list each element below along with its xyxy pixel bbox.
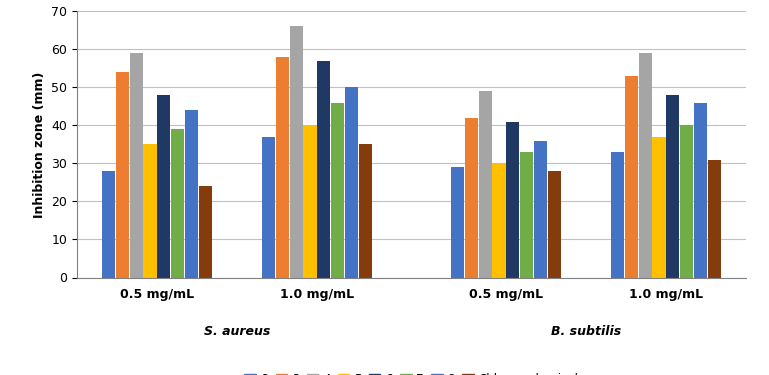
Bar bbox=[130, 53, 143, 278]
Bar bbox=[548, 171, 561, 278]
Bar bbox=[666, 95, 679, 278]
Bar bbox=[694, 102, 707, 278]
Bar bbox=[492, 164, 505, 278]
Bar bbox=[157, 95, 171, 278]
Bar bbox=[680, 125, 693, 278]
Bar bbox=[102, 171, 115, 278]
Bar bbox=[478, 91, 491, 278]
Text: B. subtilis: B. subtilis bbox=[551, 326, 621, 338]
Bar bbox=[262, 137, 275, 278]
Bar bbox=[171, 129, 184, 278]
Bar bbox=[304, 125, 317, 278]
Bar bbox=[276, 57, 289, 278]
Bar bbox=[198, 186, 211, 278]
Bar bbox=[506, 122, 519, 278]
Bar bbox=[611, 152, 624, 278]
Bar bbox=[652, 137, 666, 278]
Bar bbox=[520, 152, 533, 278]
Legend: 2, 3, 4, 5, 6, 7, 8, Chloramphenicol: 2, 3, 4, 5, 6, 7, 8, Chloramphenicol bbox=[240, 369, 583, 375]
Bar bbox=[345, 87, 358, 278]
Bar bbox=[318, 61, 331, 278]
Bar bbox=[144, 144, 157, 278]
Text: S. aureus: S. aureus bbox=[204, 326, 270, 338]
Bar bbox=[358, 144, 371, 278]
Bar bbox=[331, 102, 345, 278]
Bar bbox=[465, 118, 478, 278]
Bar bbox=[290, 27, 303, 278]
Bar bbox=[707, 160, 721, 278]
Bar bbox=[185, 110, 198, 278]
Y-axis label: Inhibition zone (mm): Inhibition zone (mm) bbox=[32, 71, 45, 217]
Bar bbox=[534, 141, 547, 278]
Bar bbox=[625, 76, 638, 278]
Bar bbox=[116, 72, 129, 278]
Bar bbox=[451, 167, 464, 278]
Bar bbox=[639, 53, 652, 278]
